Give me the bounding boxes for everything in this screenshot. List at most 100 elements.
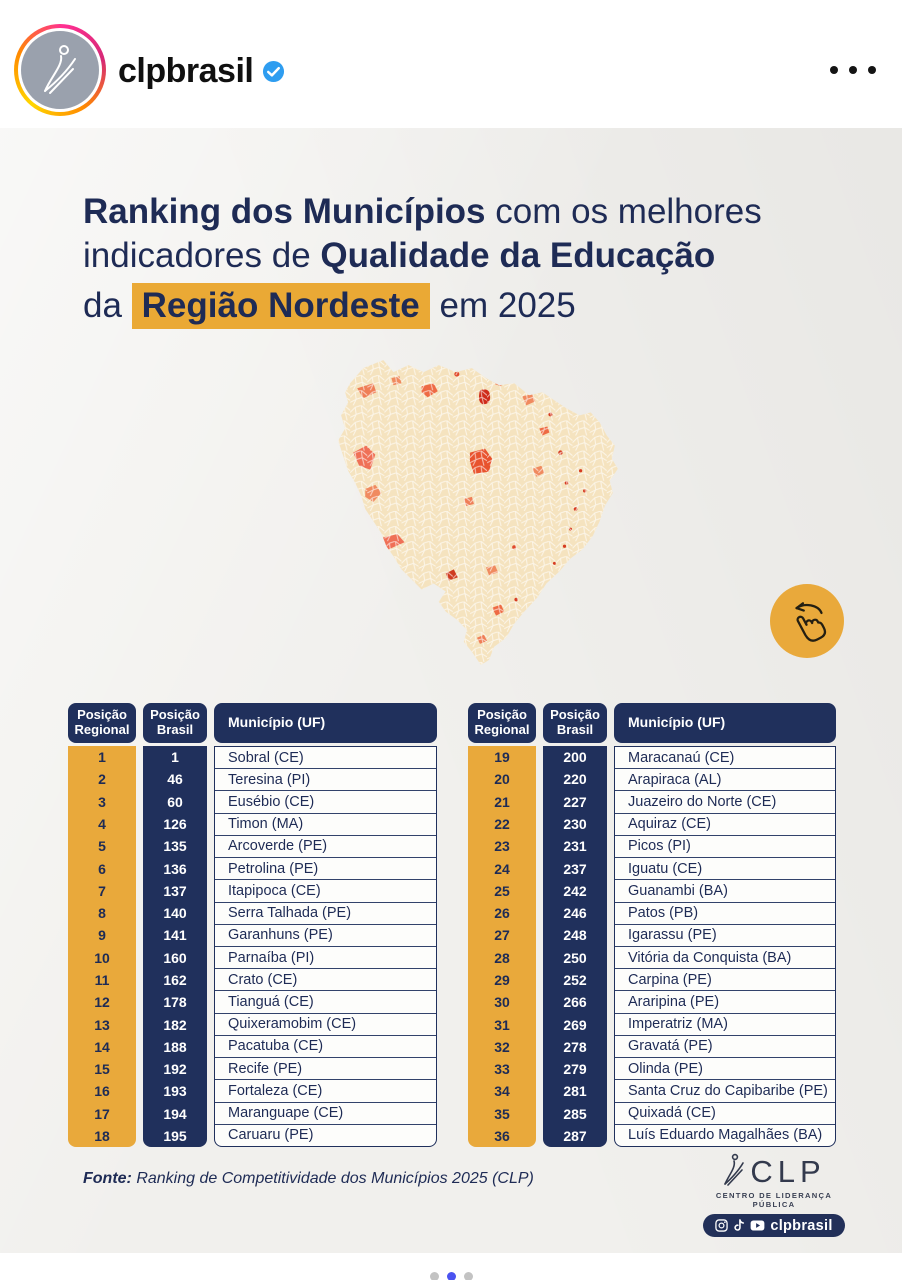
regional-cell: 13 xyxy=(94,1016,110,1033)
municipio-cell: Teresina (PI) xyxy=(215,769,436,792)
regional-cell: 23 xyxy=(494,838,510,855)
municipio-cell: Guanambi (BA) xyxy=(615,880,835,903)
brasil-cell: 160 xyxy=(163,949,187,966)
brasil-cell: 136 xyxy=(163,860,187,877)
regional-cell: 1 xyxy=(98,749,106,766)
brasil-cell: 141 xyxy=(163,927,187,944)
carousel-dot[interactable] xyxy=(429,1272,439,1280)
story-ring[interactable] xyxy=(14,24,106,116)
clp-logo-text: CLP xyxy=(750,1154,826,1189)
title-pre-3: da xyxy=(83,286,132,325)
title-rest-1: com os melhores xyxy=(485,192,762,231)
post-image[interactable]: Ranking dos Municípios com os melhores i… xyxy=(0,128,902,1253)
column-header-municipio: Município (UF) xyxy=(614,703,836,743)
municipio-cell: Olinda (PE) xyxy=(615,1058,835,1081)
regional-cell: 12 xyxy=(94,994,110,1011)
municipio-column: Sobral (CE) Teresina (PI) Eusébio (CE) Timo… xyxy=(214,746,437,1147)
municipio-cell: Santa Cruz do Capibaribe (PE) xyxy=(615,1080,835,1103)
brasil-cell: 193 xyxy=(163,1083,187,1100)
instagram-icon xyxy=(715,1219,729,1232)
municipio-cell: Arapiraca (AL) xyxy=(615,769,835,792)
municipio-cell: Parnaíba (PI) xyxy=(215,947,436,970)
brasil-cell: 281 xyxy=(563,1083,587,1100)
clp-social-pill: clpbrasil xyxy=(703,1214,845,1237)
brasil-cell: 231 xyxy=(563,838,587,855)
municipio-column: Maracanaú (CE) Arapiraca (AL) Juazeiro do … xyxy=(614,746,836,1147)
brasil-cell: 237 xyxy=(563,860,587,877)
municipio-cell: Igarassu (PE) xyxy=(615,925,835,947)
municipio-cell: Eusébio (CE) xyxy=(215,791,436,814)
municipio-cell: Recife (PE) xyxy=(215,1058,436,1081)
brasil-cell: 126 xyxy=(163,815,187,832)
more-options-icon[interactable] xyxy=(830,66,876,74)
clp-tagline: CENTRO DE LIDERANÇA PÚBLICA xyxy=(715,1191,833,1209)
municipio-cell: Pacatuba (CE) xyxy=(215,1036,436,1059)
municipio-cell: Petrolina (PE) xyxy=(215,858,436,881)
regional-cell: 6 xyxy=(98,860,106,877)
municipio-cell: Garanhuns (PE) xyxy=(215,925,436,947)
column-header-municipio: Município (UF) xyxy=(214,703,437,743)
regional-cell: 31 xyxy=(494,1016,510,1033)
source-label: Fonte: xyxy=(83,1170,132,1187)
ranking-table-right: Posição Regional 19 20 21 22 23 24 25 26 27 28 29 3… xyxy=(468,703,836,1147)
brasil-cell: 269 xyxy=(563,1016,587,1033)
clp-figure-icon xyxy=(724,1153,745,1186)
column-header-posicao-regional: Posição Regional xyxy=(468,703,536,743)
brasil-cell: 278 xyxy=(563,1038,587,1055)
municipio-cell: Imperatriz (MA) xyxy=(615,1014,835,1036)
municipio-cell: Juazeiro do Norte (CE) xyxy=(615,791,835,814)
carousel-dots[interactable] xyxy=(0,1272,902,1280)
title-post-3: em 2025 xyxy=(429,286,576,325)
carousel-dot-active[interactable] xyxy=(446,1272,456,1280)
regional-cell: 8 xyxy=(98,905,106,922)
regional-position-column: 19 20 21 22 23 24 25 26 27 28 29 30 31 32 33 34 35 36 xyxy=(468,746,536,1147)
municipio-cell: Quixadá (CE) xyxy=(615,1103,835,1125)
title-pre-2: indicadores de xyxy=(83,236,321,275)
brasil-cell: 1 xyxy=(171,749,179,766)
brasil-cell: 246 xyxy=(563,905,587,922)
brasil-cell: 248 xyxy=(563,927,587,944)
brasil-position-column: 1 46 60 126 135 136 137 140 141 160 162 178 182 188 19… xyxy=(143,746,207,1147)
brasil-cell: 46 xyxy=(167,771,183,788)
brasil-cell: 252 xyxy=(563,971,587,988)
regional-cell: 14 xyxy=(94,1038,110,1055)
brasil-cell: 220 xyxy=(563,771,587,788)
title-bold-1: Ranking dos Municípios xyxy=(83,192,486,231)
regional-cell: 9 xyxy=(98,927,106,944)
municipio-cell: Carpina (PE) xyxy=(615,969,835,992)
clp-figure-icon xyxy=(44,45,76,94)
clp-handle: clpbrasil xyxy=(770,1217,833,1234)
regional-cell: 21 xyxy=(494,793,510,810)
municipio-cell: Timon (MA) xyxy=(215,814,436,836)
verified-badge-icon xyxy=(262,60,285,83)
regional-position-column: 1 2 3 4 5 6 7 8 9 10 11 12 13 14 15 16 17 18 xyxy=(68,746,136,1147)
municipio-cell: Crato (CE) xyxy=(215,969,436,992)
clp-brand-block: CLP CENTRO DE LIDERANÇA PÚBLICA clpbrasi… xyxy=(700,1153,848,1237)
municipio-cell: Vitória da Conquista (BA) xyxy=(615,947,835,970)
brasil-cell: 200 xyxy=(563,749,587,766)
regional-cell: 18 xyxy=(94,1127,110,1144)
regional-cell: 19 xyxy=(494,749,510,766)
regional-cell: 34 xyxy=(494,1083,510,1100)
municipio-cell: Fortaleza (CE) xyxy=(215,1080,436,1103)
regional-cell: 28 xyxy=(494,949,510,966)
regional-cell: 30 xyxy=(494,994,510,1011)
regional-cell: 29 xyxy=(494,971,510,988)
carousel-dot[interactable] xyxy=(463,1272,473,1280)
column-header-posicao-regional: Posição Regional xyxy=(68,703,136,743)
brasil-position-column: 200 220 227 230 231 237 242 246 248 250 252 266 269 2… xyxy=(543,746,607,1147)
brasil-cell: 227 xyxy=(563,793,587,810)
regional-cell: 3 xyxy=(98,793,106,810)
source-text: Ranking de Competitividade dos Município… xyxy=(131,1170,534,1187)
avatar[interactable] xyxy=(21,31,99,109)
municipio-cell: Aquiraz (CE) xyxy=(615,814,835,836)
brasil-cell: 230 xyxy=(563,815,587,832)
regional-cell: 35 xyxy=(494,1105,510,1122)
municipio-cell: Gravatá (PE) xyxy=(615,1036,835,1059)
municipio-cell: Arcoverde (PE) xyxy=(215,836,436,859)
brasil-cell: 285 xyxy=(563,1105,587,1122)
username[interactable]: clpbrasil xyxy=(118,52,254,90)
brasil-cell: 162 xyxy=(163,971,187,988)
municipio-cell: Tianguá (CE) xyxy=(215,991,436,1014)
regional-cell: 4 xyxy=(98,815,106,832)
